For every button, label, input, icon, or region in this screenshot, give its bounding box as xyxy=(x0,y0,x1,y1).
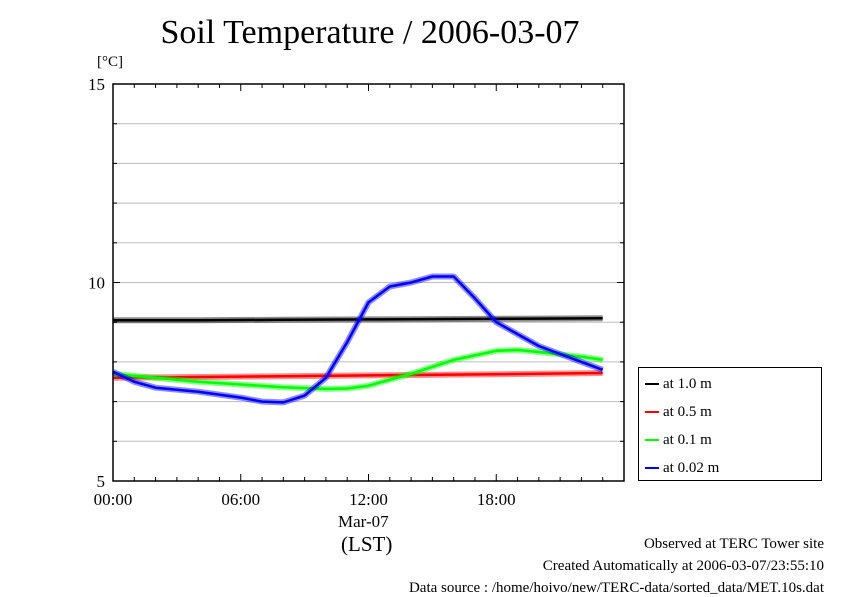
legend-swatch-05m xyxy=(645,411,659,413)
x-axis-date-label: Mar-07 xyxy=(338,512,389,531)
legend-label-1m: at 1.0 m xyxy=(663,375,712,392)
y-tick-label-5: 5 xyxy=(97,472,106,491)
legend-swatch-1m xyxy=(645,383,659,385)
x-tick-label-6: 06:00 xyxy=(221,490,260,509)
x-tick-label-12: 12:00 xyxy=(349,490,388,509)
x-axis-unit: (LST) xyxy=(341,532,393,556)
footer-created: Created Automatically at 2006-03-07/23:5… xyxy=(542,558,824,574)
footer-source: Data source : /home/hoivo/new/TERC-data/… xyxy=(408,580,824,596)
legend-item-01m: at 0.1 m xyxy=(645,430,712,450)
x-tick-label-18: 18:00 xyxy=(477,490,516,509)
legend-swatch-002m xyxy=(645,467,659,469)
legend-item-002m: at 0.02 m xyxy=(645,458,719,478)
footer-site: Observed at TERC Tower site xyxy=(643,536,824,552)
legend-label-05m: at 0.5 m xyxy=(663,403,712,420)
legend-label-01m: at 0.1 m xyxy=(663,431,712,448)
series-line-0 xyxy=(113,316,603,322)
y-tick-label-15: 15 xyxy=(88,75,105,94)
legend-label-002m: at 0.02 m xyxy=(663,459,720,476)
chart-title: Soil Temperature / 2006-03-07 xyxy=(160,14,580,51)
series-lines xyxy=(111,273,604,406)
series-line-3 xyxy=(112,275,604,404)
legend: at 1.0 m at 0.5 m at 0.1 m at 0.02 m xyxy=(638,367,822,481)
series-line-1 xyxy=(112,371,603,380)
series-halo-2 xyxy=(112,347,604,392)
legend-item-1m: at 1.0 m xyxy=(645,374,712,394)
axis-ticks: 5 10 15 00:00 06:00 12:00 18:00 xyxy=(88,75,625,509)
series-line-2 xyxy=(112,348,603,391)
legend-item-05m: at 0.5 m xyxy=(645,402,712,422)
y-tick-label-10: 10 xyxy=(88,274,105,293)
x-tick-label-0: 00:00 xyxy=(94,490,133,509)
legend-swatch-01m xyxy=(645,439,659,441)
grid-lines xyxy=(113,123,624,442)
y-axis-unit: [°C] xyxy=(97,54,123,70)
